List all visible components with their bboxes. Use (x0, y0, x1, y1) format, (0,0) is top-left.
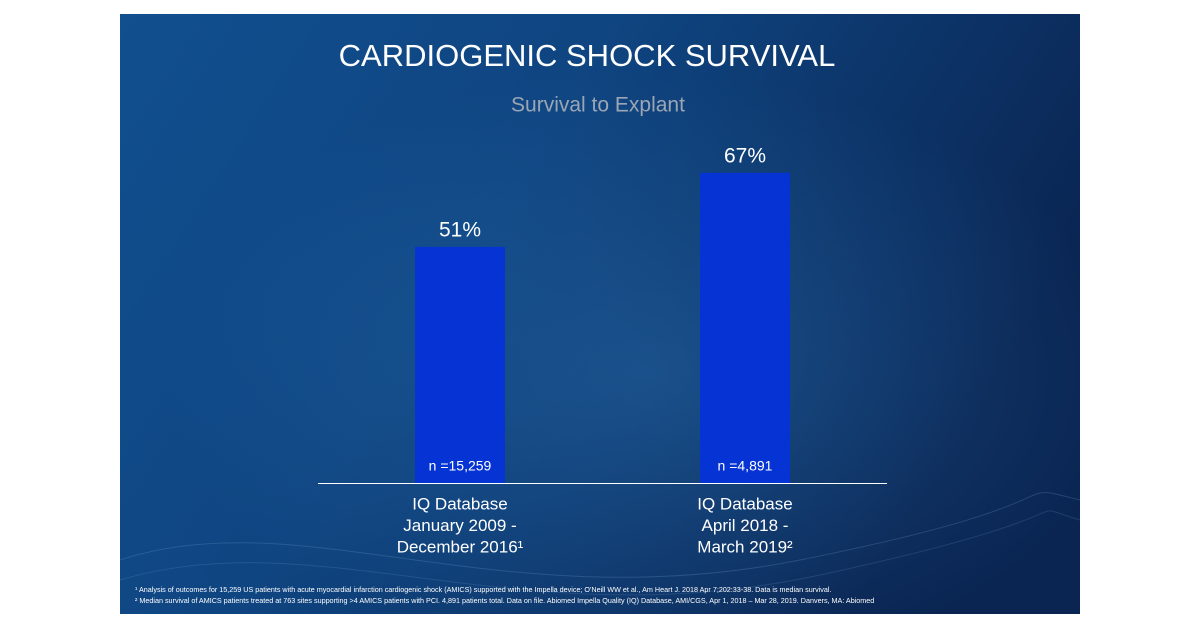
slide-glow (120, 14, 1080, 614)
decor-wave (119, 492, 1081, 578)
decor-wave (119, 510, 1081, 596)
category-label: January 2009 - (403, 516, 516, 535)
category-label: IQ Database (412, 494, 507, 513)
chart-subtitle: Survival to Explant (511, 94, 685, 117)
footnote: ² Median survival of AMICS patients trea… (135, 596, 874, 605)
chart-title: CARDIOGENIC SHOCK SURVIVAL (339, 38, 836, 73)
category-label: IQ Database (697, 494, 792, 513)
bar-note: n =4,891 (718, 458, 773, 474)
footnote: ¹ Analysis of outcomes for 15,259 US pat… (135, 585, 831, 594)
category-label: April 2018 - (702, 516, 789, 535)
bar-note: n =15,259 (429, 458, 492, 474)
value-label: 51% (439, 218, 481, 241)
category-label: March 2019² (697, 537, 793, 556)
bar (415, 246, 505, 483)
bar (700, 172, 790, 484)
category-label: December 2016¹ (397, 537, 524, 556)
value-label: 67% (724, 144, 766, 167)
